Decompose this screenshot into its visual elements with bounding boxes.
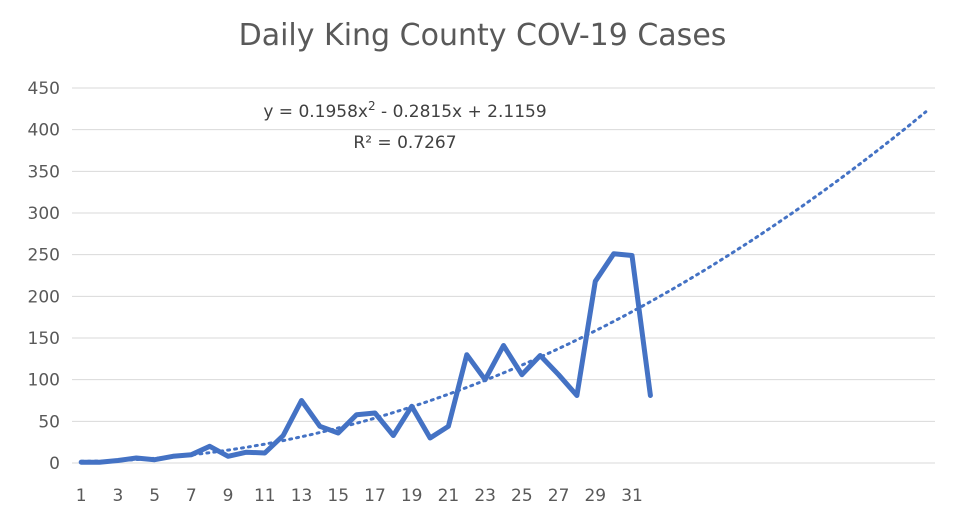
x-tick-label: 21 (438, 486, 460, 506)
y-tick-label: 50 (38, 412, 60, 432)
x-tick-label: 19 (401, 486, 423, 506)
trendline-r2: R² = 0.7267 (353, 133, 456, 153)
x-tick-label: 7 (186, 486, 197, 506)
x-tick-label: 17 (364, 486, 386, 506)
y-tick-label: 0 (49, 454, 60, 474)
x-tick-label: 13 (291, 486, 313, 506)
y-tick-label: 250 (28, 246, 60, 266)
gridlines (72, 87, 935, 464)
chart-title: Daily King County COV-19 Cases (238, 18, 727, 53)
x-tick-label: 25 (511, 486, 533, 506)
x-axis-ticks: 1 3 5 7 9 11 13 15 17 19 21 23 25 27 29 31 (76, 486, 643, 506)
y-tick-label: 300 (28, 204, 60, 224)
y-tick-label: 100 (28, 371, 60, 391)
y-tick-label: 400 (28, 121, 60, 141)
trendline-equation: y = 0.1958x2 - 0.2815x + 2.1159 (263, 99, 546, 122)
x-tick-label: 9 (223, 486, 234, 506)
x-tick-label: 3 (112, 486, 123, 506)
y-tick-label: 350 (28, 162, 60, 182)
x-tick-label: 15 (327, 486, 349, 506)
x-tick-label: 29 (584, 486, 606, 506)
y-tick-label: 150 (28, 329, 60, 349)
series-line (78, 251, 653, 465)
x-tick-label: 23 (474, 486, 496, 506)
y-axis-ticks: 0 50 100 150 200 250 300 350 400 450 (28, 79, 60, 474)
x-tick-label: 27 (548, 486, 570, 506)
y-tick-label: 200 (28, 287, 60, 307)
x-tick-label: 11 (254, 486, 276, 506)
x-tick-label: 1 (76, 486, 87, 506)
x-tick-label: 5 (149, 486, 160, 506)
trendline (79, 110, 928, 463)
x-tick-label: 31 (621, 486, 643, 506)
y-tick-label: 450 (28, 79, 60, 99)
